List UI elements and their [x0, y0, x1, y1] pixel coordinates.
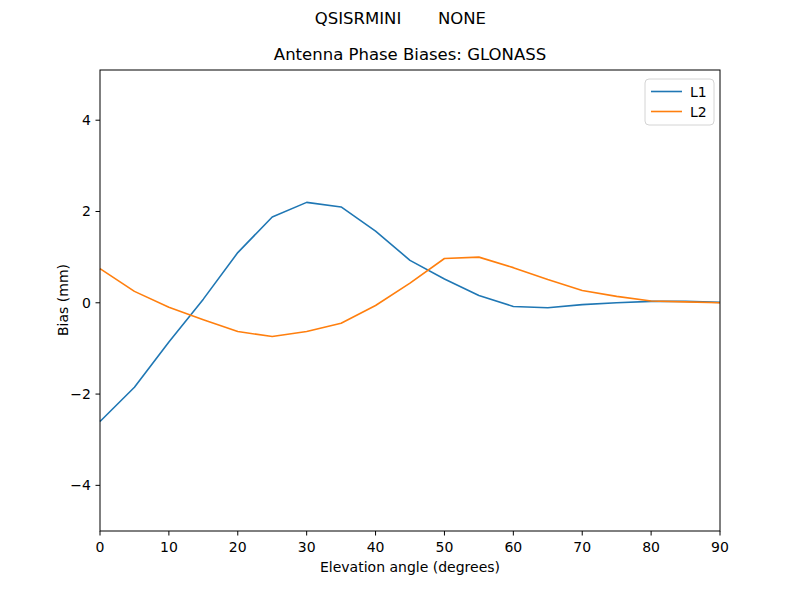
x-tick-label: 10 — [160, 539, 178, 555]
x-tick-label: 0 — [96, 539, 105, 555]
y-tick-label: 2 — [82, 203, 91, 219]
x-tick-label: 30 — [298, 539, 316, 555]
y-tick-label: 0 — [82, 295, 91, 311]
y-axis-label: Bias (mm) — [55, 264, 71, 336]
x-tick-label: 70 — [573, 539, 591, 555]
x-axis-label: Elevation angle (degrees) — [320, 559, 500, 575]
x-tick-label: 40 — [367, 539, 385, 555]
plot-area — [100, 70, 720, 531]
chart-title: Antenna Phase Biases: GLONASS — [274, 45, 546, 64]
x-tick-label: 60 — [504, 539, 522, 555]
suptitle-right: NONE — [438, 9, 486, 28]
suptitle-left: QSISRMINI — [315, 9, 402, 28]
legend-label-l1: L1 — [690, 84, 707, 100]
x-tick-label: 90 — [711, 539, 729, 555]
x-tick-label: 20 — [229, 539, 247, 555]
x-tick-label: 50 — [436, 539, 454, 555]
y-tick-label: −2 — [70, 386, 91, 402]
figure: 0 10 20 30 40 50 60 70 80 90 −4 −2 0 2 4 QSISRMINI NON… — [0, 0, 800, 600]
y-tick-label: −4 — [70, 477, 91, 493]
y-tick-label: 4 — [82, 112, 91, 128]
legend-label-l2: L2 — [690, 104, 707, 120]
x-tick-label: 80 — [642, 539, 660, 555]
legend: L1 L2 — [645, 79, 714, 125]
